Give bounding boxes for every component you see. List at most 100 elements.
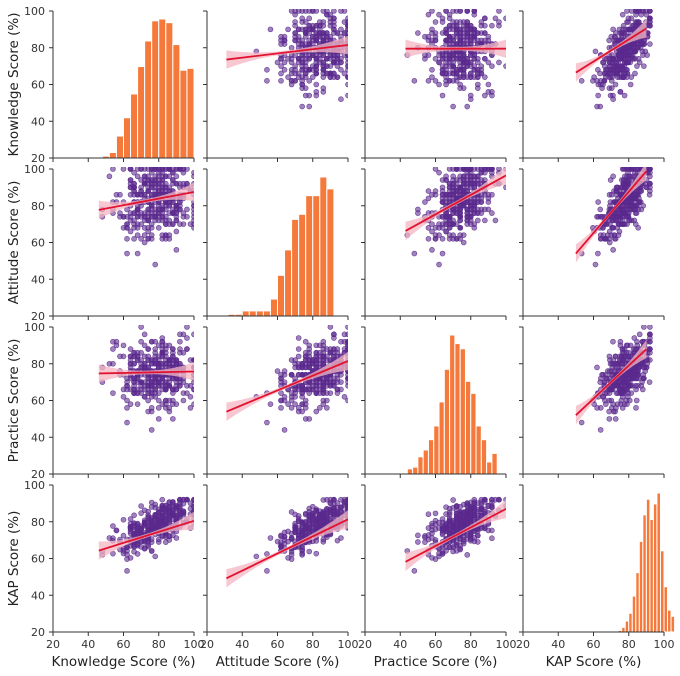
scatter-point [127, 401, 134, 407]
scatter-point [625, 206, 632, 213]
scatter-point [482, 30, 488, 36]
y-tick-label: 80 [31, 358, 45, 371]
scatter-point [345, 338, 348, 345]
scatter-point [429, 520, 435, 527]
scatter-point [439, 250, 446, 257]
scatter-point [457, 225, 463, 231]
scatter-point [152, 521, 159, 528]
histogram-bar [449, 334, 456, 475]
scatter-point [141, 386, 148, 393]
scatter-point [595, 199, 601, 205]
histogram-bar [663, 586, 669, 633]
scatter-point [113, 342, 120, 349]
scatter-point [299, 550, 305, 557]
scatter-point [155, 416, 162, 422]
scatter-point [281, 59, 288, 66]
scatter-point [635, 19, 641, 25]
y-tick-label: 100 [24, 163, 45, 176]
scatter-point [316, 386, 323, 393]
scatter-point [467, 33, 474, 40]
scatter-point [292, 30, 298, 36]
scatter-point [496, 9, 502, 14]
scatter-point [425, 188, 432, 194]
scatter-point [163, 342, 169, 349]
scatter-point [331, 59, 337, 66]
histogram-bar [255, 310, 264, 317]
scatter-point [292, 19, 298, 25]
scatter-point [345, 503, 348, 509]
scatter-point [464, 103, 471, 110]
scatter-point [474, 85, 481, 91]
scatter-point [489, 63, 495, 69]
scatter-point [138, 527, 144, 533]
scatter-point [306, 15, 313, 22]
scatter-point [177, 496, 183, 503]
scatter-point [145, 375, 151, 382]
scatter-point [313, 55, 320, 62]
scatter-point [612, 353, 619, 360]
scatter-point [345, 331, 348, 338]
scatter-point [615, 195, 621, 202]
scatter-point [170, 357, 176, 363]
scatter-point [295, 353, 302, 360]
histogram-bar [475, 425, 482, 475]
scatter-point [120, 225, 127, 231]
scatter-point [148, 202, 155, 209]
scatter-point [606, 408, 612, 415]
scatter-point [131, 543, 137, 549]
scatter-point [327, 325, 334, 330]
scatter-point [464, 552, 471, 558]
histogram-bar [262, 310, 271, 317]
scatter-point [306, 346, 313, 352]
scatter-point [141, 331, 148, 338]
scatter-point [131, 512, 137, 519]
scatter-point [299, 103, 305, 110]
scatter-point [610, 96, 616, 102]
scatter-point [324, 397, 330, 404]
scatter-point [606, 85, 613, 91]
scatter-point [288, 394, 295, 400]
scatter-point [457, 503, 463, 510]
scatter-point [612, 81, 619, 88]
scatter-point [640, 371, 646, 378]
scatter-point [450, 67, 456, 73]
panel-attitude-vs-knowledge [49, 167, 195, 320]
scatter-point [489, 496, 495, 503]
scatter-point [148, 184, 155, 191]
scatter-point [138, 213, 144, 220]
scatter-point [163, 180, 169, 187]
x-tick-label: 80 [306, 638, 320, 651]
scatter-point [124, 250, 130, 257]
scatter-point [425, 78, 432, 84]
scatter-point [148, 221, 155, 227]
scatter-point [612, 416, 619, 422]
scatter-point [592, 48, 599, 55]
scatter-point [628, 9, 635, 14]
scatter-point [345, 397, 348, 404]
scatter-point [295, 371, 302, 378]
scatter-point [148, 213, 155, 220]
scatter-point [415, 206, 421, 213]
scatter-point [422, 533, 428, 539]
scatter-point [177, 503, 183, 510]
scatter-point [313, 30, 320, 36]
scatter-point [278, 63, 284, 69]
x-tick-label: 20 [358, 638, 372, 651]
scatter-point [429, 9, 435, 14]
scatter-point [602, 390, 609, 396]
histogram-bar [269, 298, 279, 317]
scatter-point [443, 511, 449, 517]
histogram-bar [284, 249, 293, 317]
scatter-point [127, 210, 134, 216]
scatter-point [313, 81, 320, 88]
scatter-point [155, 536, 162, 543]
scatter-point [460, 167, 467, 172]
scatter-point [281, 41, 288, 47]
scatter-point [485, 37, 492, 44]
scatter-point [148, 504, 155, 510]
scatter-point [471, 63, 478, 69]
scatter-point [647, 41, 653, 47]
scatter-point [264, 568, 270, 574]
scatter-point [443, 195, 449, 202]
y-tick-label: 100 [24, 479, 45, 492]
